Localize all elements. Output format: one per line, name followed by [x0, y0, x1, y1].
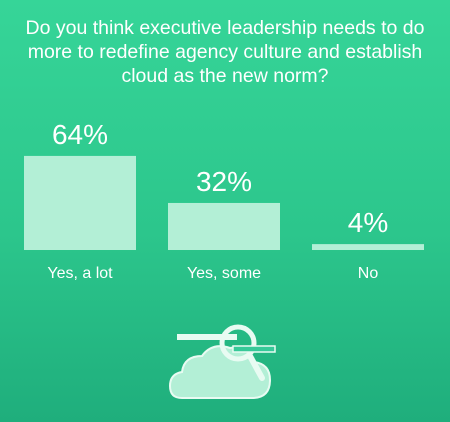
- value-label: 32%: [196, 166, 252, 197]
- bar: [24, 155, 136, 250]
- value-label: 64%: [52, 119, 108, 150]
- icon-bar: [177, 334, 237, 340]
- icon-lens: [219, 324, 257, 362]
- category-label: Yes, some: [187, 265, 261, 282]
- chart-title: Do you think executive leadership needs …: [25, 17, 425, 87]
- cloud-icon: [168, 324, 276, 399]
- icon-handle: [247, 353, 265, 381]
- bar: [168, 202, 280, 250]
- icon-bar: [232, 345, 276, 353]
- category-label: No: [358, 265, 379, 282]
- icon-cloud: [168, 345, 272, 399]
- bar: [312, 244, 424, 250]
- category-label: Yes, a lot: [47, 265, 113, 282]
- value-label: 4%: [348, 207, 388, 238]
